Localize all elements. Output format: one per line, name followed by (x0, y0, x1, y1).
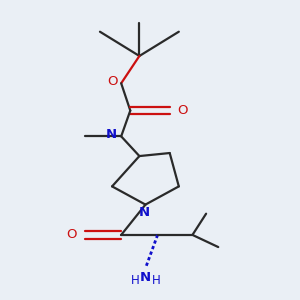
Text: O: O (177, 104, 188, 117)
Text: H: H (130, 274, 139, 287)
Text: O: O (67, 228, 77, 242)
Text: N: N (106, 128, 117, 141)
Text: O: O (108, 75, 118, 88)
Text: N: N (140, 271, 151, 284)
Text: N: N (138, 206, 149, 219)
Text: H: H (152, 274, 161, 287)
